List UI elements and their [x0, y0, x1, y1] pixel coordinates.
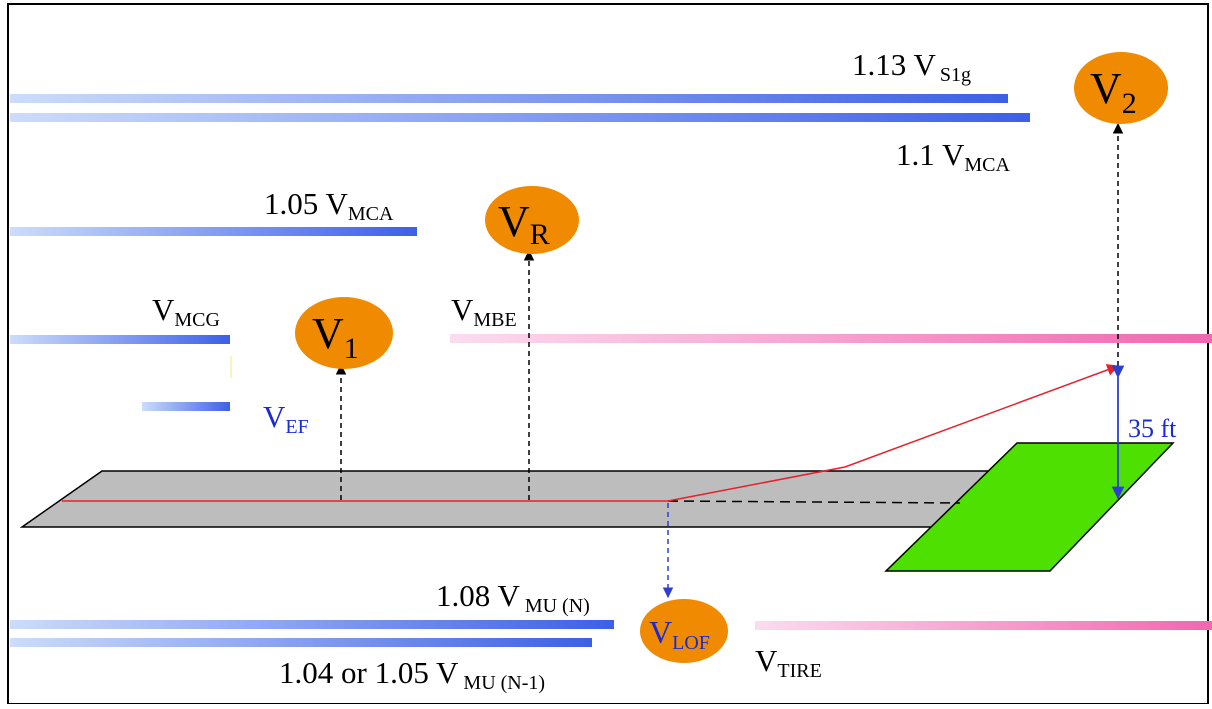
label-105-vmca: 1.05 VMCA — [264, 186, 394, 225]
bar-vtire — [755, 621, 1212, 630]
bar-vmbe — [450, 334, 1212, 343]
runway — [19, 470, 1033, 528]
bar-105-vmca — [10, 227, 417, 236]
label-11-vmca: 1.1 VMCA — [896, 137, 1010, 176]
label-108-vmu: 1.08 V MU (N) — [436, 578, 590, 617]
svg-text:V2: V2 — [1090, 64, 1137, 120]
label-vmcg: VMCG — [152, 292, 220, 331]
label-35ft: 35 ft — [1128, 414, 1177, 443]
bar-vef — [142, 402, 230, 411]
label-vtire: VTIRE — [755, 643, 822, 682]
bar-104-vmu — [10, 638, 592, 647]
climb-path — [667, 364, 1120, 502]
label-104-vmu: 1.04 or 1.05 V MU (N-1) — [279, 655, 545, 694]
svg-text:VR: VR — [498, 197, 550, 251]
bar-108-vmu — [10, 620, 614, 629]
frame-border — [7, 3, 1209, 705]
svg-text:VLOF: VLOF — [649, 614, 710, 654]
v1-badge: V1 — [295, 297, 393, 369]
bar-11-vmca — [10, 113, 1030, 122]
runway-dashed-extension — [667, 500, 961, 504]
v2-badge: V2 — [1074, 52, 1168, 124]
label-vmbe: VMBE — [451, 292, 517, 331]
bar-113-vs1g — [10, 94, 1008, 103]
bar-vmcg — [10, 335, 230, 344]
svg-text:V1: V1 — [312, 309, 359, 365]
vlof-badge: VLOF — [640, 599, 728, 663]
vr-badge: VR — [485, 186, 579, 254]
label-113-vs1g: 1.13 V S1g — [852, 47, 971, 86]
label-vef: VEF — [263, 399, 309, 438]
